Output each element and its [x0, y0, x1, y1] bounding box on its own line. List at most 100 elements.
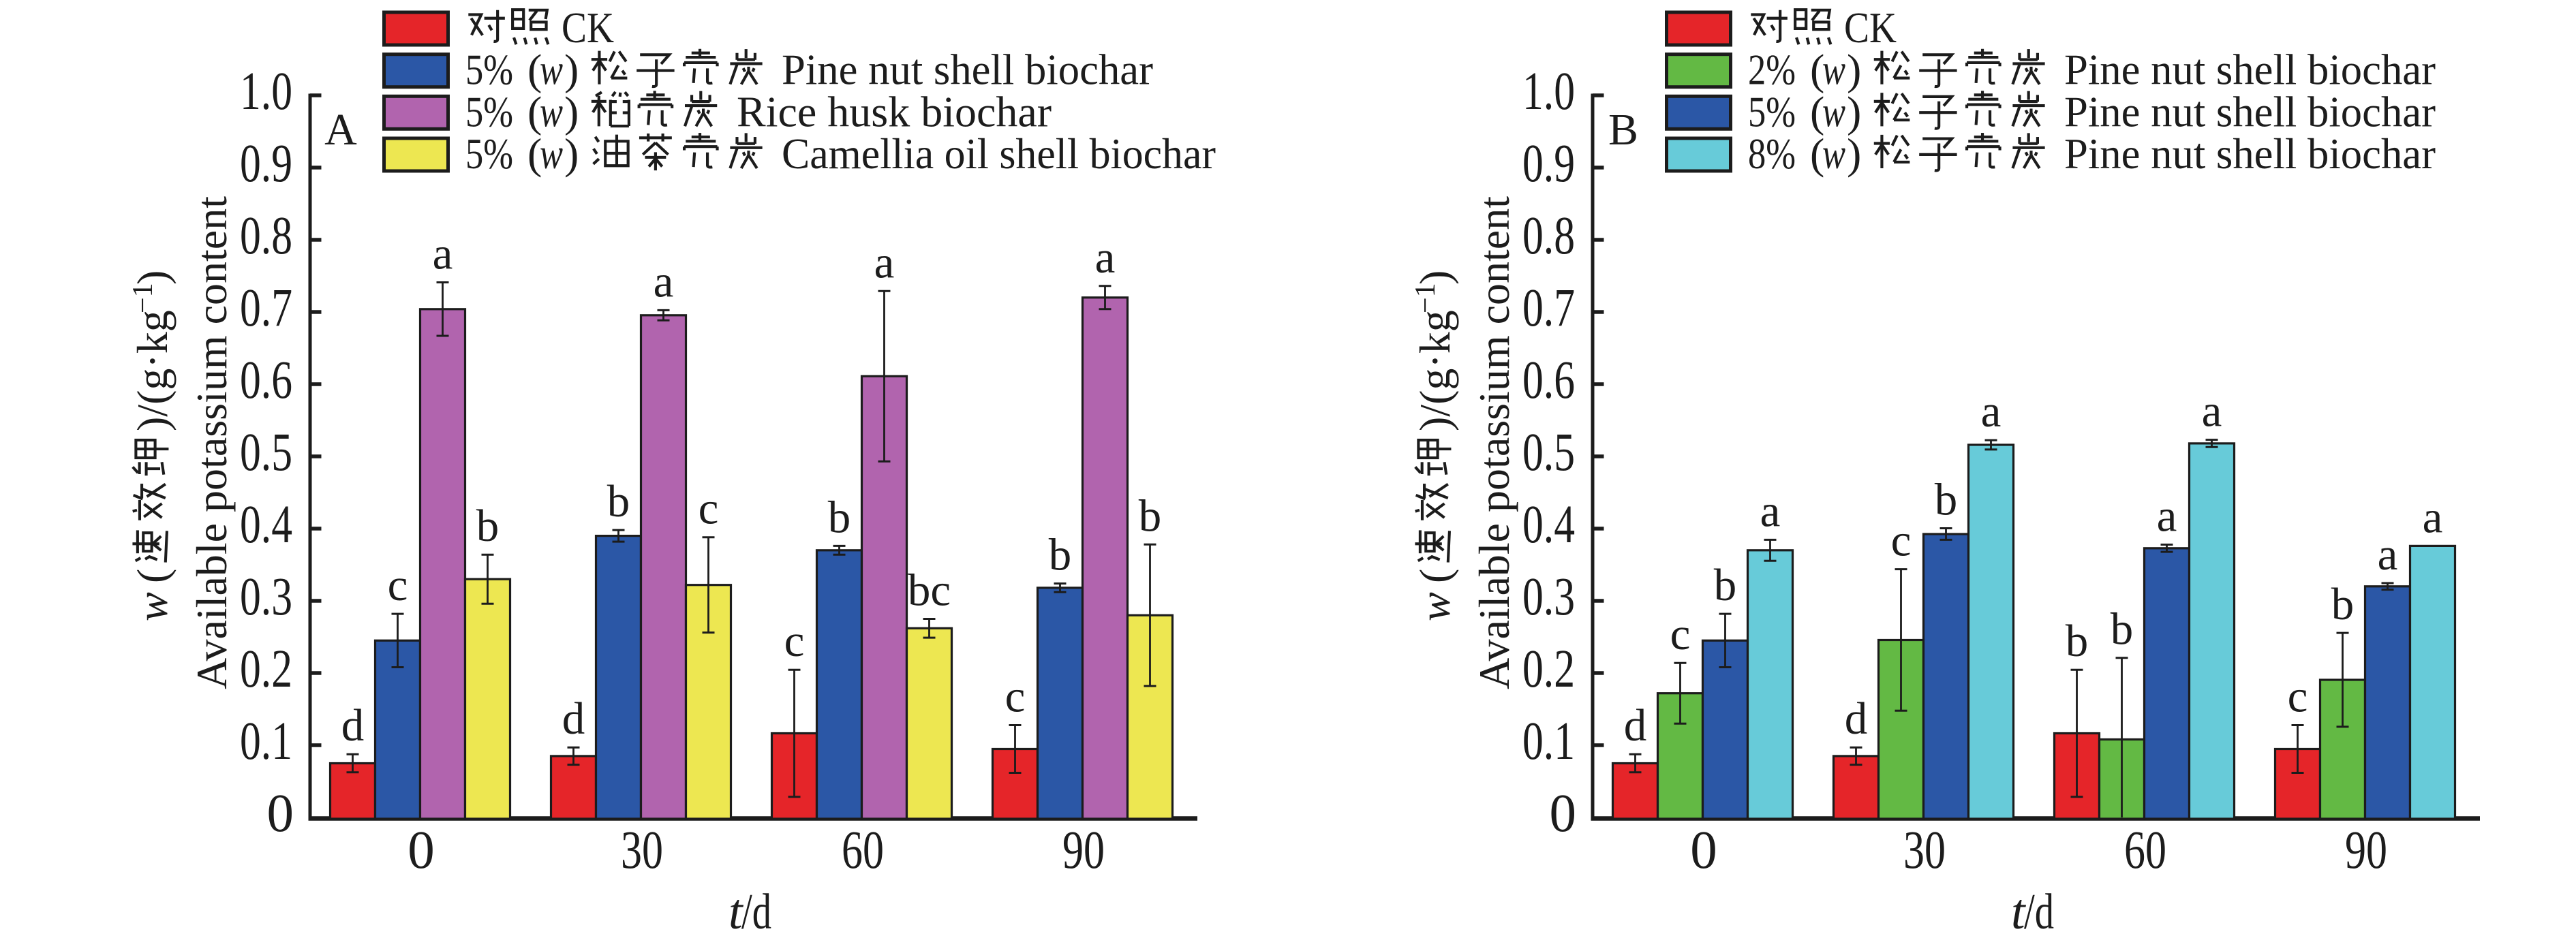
- svg-text:Pine nut shell biochar: Pine nut shell biochar: [2064, 46, 2436, 94]
- svg-text:0.8: 0.8: [1522, 206, 1575, 266]
- svg-text:): ): [1847, 129, 1861, 178]
- svg-text:d: d: [341, 700, 365, 751]
- svg-text:a: a: [874, 237, 895, 287]
- svg-text:): ): [564, 87, 579, 136]
- svg-text:w: w: [1822, 129, 1845, 178]
- svg-text:bc: bc: [908, 565, 951, 616]
- svg-text:a: a: [2202, 386, 2222, 437]
- svg-text:(: (: [1411, 569, 1459, 583]
- svg-text:0: 0: [1550, 784, 1577, 843]
- svg-text:(: (: [527, 129, 542, 178]
- svg-text:−1: −1: [127, 283, 159, 313]
- svg-text:c: c: [2288, 672, 2308, 722]
- svg-text:Available potassium content: Available potassium content: [1470, 196, 1518, 689]
- svg-text:d: d: [1845, 693, 1868, 744]
- svg-text:b: b: [2066, 616, 2089, 666]
- svg-text:0.8: 0.8: [240, 206, 292, 266]
- svg-text:1.0: 1.0: [240, 62, 292, 121]
- svg-text:b: b: [828, 492, 851, 542]
- svg-text:(: (: [527, 87, 542, 136]
- svg-text:8%: 8%: [1748, 129, 1796, 178]
- svg-text:w: w: [540, 87, 563, 136]
- svg-text:c: c: [699, 484, 719, 534]
- svg-text:Pine nut shell biochar: Pine nut shell biochar: [2064, 87, 2436, 136]
- svg-text:0.3: 0.3: [240, 567, 292, 627]
- svg-text:30: 30: [621, 821, 663, 880]
- svg-text:t: t: [729, 884, 744, 938]
- svg-text:w: w: [1411, 592, 1459, 621]
- svg-text:60: 60: [2124, 821, 2166, 880]
- svg-text:w: w: [128, 592, 177, 621]
- svg-text:0.9: 0.9: [1522, 134, 1575, 193]
- svg-text:)/(g·kg: )/(g·kg: [128, 310, 177, 431]
- svg-text:0.1: 0.1: [240, 712, 292, 771]
- svg-text:c: c: [388, 560, 408, 610]
- svg-text:/d: /d: [741, 884, 771, 938]
- svg-text:w: w: [1822, 87, 1845, 136]
- svg-text:A: A: [324, 105, 357, 155]
- svg-text:d: d: [562, 693, 585, 744]
- svg-text:(: (: [1810, 129, 1824, 178]
- svg-text:60: 60: [842, 821, 884, 880]
- svg-text:CK: CK: [562, 3, 614, 52]
- svg-text:CK: CK: [1844, 3, 1897, 52]
- svg-text:0.5: 0.5: [240, 423, 292, 482]
- svg-text:b: b: [607, 476, 630, 527]
- svg-text:0.7: 0.7: [1522, 279, 1575, 338]
- svg-text:c: c: [1891, 516, 1912, 566]
- svg-text:)/(g·kg: )/(g·kg: [1411, 310, 1459, 431]
- svg-text:): ): [564, 46, 579, 94]
- svg-text:0.4: 0.4: [1522, 495, 1575, 554]
- svg-text:2%: 2%: [1748, 46, 1796, 94]
- svg-text:b: b: [1049, 530, 1072, 580]
- svg-text:t: t: [2011, 884, 2027, 938]
- svg-text:a: a: [1095, 232, 1116, 283]
- svg-text:1.0: 1.0: [1522, 62, 1575, 121]
- svg-text:0.5: 0.5: [1522, 423, 1575, 482]
- svg-text:/d: /d: [2024, 884, 2054, 938]
- svg-text:30: 30: [1903, 821, 1946, 880]
- svg-text:90: 90: [2345, 821, 2387, 880]
- svg-text:Pine nut shell biochar: Pine nut shell biochar: [2064, 129, 2436, 178]
- svg-text:): ): [1847, 87, 1861, 136]
- svg-text:−1: −1: [1410, 283, 1441, 313]
- svg-text:(: (: [527, 46, 542, 94]
- svg-text:b: b: [2331, 579, 2355, 629]
- svg-text:a: a: [2378, 529, 2398, 580]
- svg-text:0.6: 0.6: [240, 351, 292, 410]
- svg-text:w: w: [540, 129, 563, 178]
- svg-text:a: a: [1760, 486, 1781, 536]
- svg-text:d: d: [1624, 700, 1647, 751]
- svg-text:0.7: 0.7: [240, 279, 292, 338]
- svg-text:5%: 5%: [465, 87, 513, 136]
- svg-text:): ): [128, 270, 177, 285]
- svg-text:c: c: [1670, 609, 1691, 659]
- svg-text:Pine nut shell biochar: Pine nut shell biochar: [782, 46, 1153, 94]
- svg-text:a: a: [654, 256, 674, 307]
- svg-text:a: a: [1981, 386, 2002, 437]
- svg-text:Rice husk biochar: Rice husk biochar: [737, 87, 1052, 136]
- svg-text:90: 90: [1062, 821, 1105, 880]
- svg-text:b: b: [2111, 604, 2134, 655]
- svg-text:Available potassium content: Available potassium content: [187, 196, 236, 689]
- svg-text:(: (: [128, 569, 177, 583]
- svg-text:0.3: 0.3: [1522, 567, 1575, 627]
- svg-text:(: (: [1810, 46, 1824, 94]
- svg-text:b: b: [1935, 475, 1958, 525]
- svg-text:0: 0: [267, 784, 294, 843]
- svg-text:0: 0: [408, 821, 435, 880]
- svg-text:0: 0: [1690, 821, 1717, 880]
- svg-text:(: (: [1810, 87, 1824, 136]
- svg-text:b: b: [476, 501, 500, 551]
- svg-text:0.6: 0.6: [1522, 351, 1575, 410]
- svg-text:0.4: 0.4: [240, 495, 292, 554]
- svg-text:c: c: [784, 616, 805, 666]
- svg-text:w: w: [1822, 46, 1845, 94]
- svg-text:a: a: [433, 229, 453, 279]
- svg-text:0.2: 0.2: [1522, 640, 1575, 699]
- svg-text:): ): [1411, 270, 1459, 285]
- svg-text:5%: 5%: [465, 129, 513, 178]
- svg-text:c: c: [1005, 672, 1026, 722]
- svg-text:w: w: [540, 46, 563, 94]
- svg-text:5%: 5%: [1748, 87, 1796, 136]
